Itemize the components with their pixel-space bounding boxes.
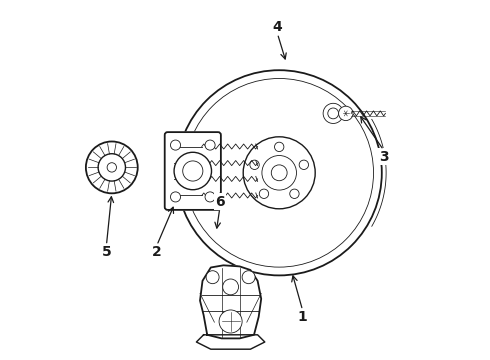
Circle shape: [242, 271, 255, 284]
Circle shape: [206, 271, 219, 284]
Circle shape: [271, 165, 287, 181]
Circle shape: [205, 192, 215, 202]
Text: 3: 3: [379, 150, 389, 163]
Circle shape: [171, 192, 180, 202]
Circle shape: [176, 70, 382, 275]
Circle shape: [274, 142, 284, 152]
Circle shape: [250, 160, 259, 170]
Circle shape: [219, 310, 242, 333]
Circle shape: [299, 160, 309, 170]
Circle shape: [222, 279, 239, 295]
Circle shape: [107, 163, 117, 172]
Text: 2: 2: [152, 245, 162, 259]
Circle shape: [174, 152, 212, 190]
Circle shape: [290, 189, 299, 198]
Circle shape: [171, 140, 180, 150]
Polygon shape: [200, 265, 261, 338]
Circle shape: [183, 161, 203, 181]
Text: 6: 6: [215, 195, 224, 208]
Text: 5: 5: [101, 245, 111, 259]
Text: 1: 1: [298, 310, 308, 324]
Polygon shape: [196, 335, 265, 349]
Text: 4: 4: [272, 20, 282, 34]
Circle shape: [259, 189, 269, 198]
Circle shape: [205, 140, 215, 150]
Circle shape: [86, 141, 138, 193]
Circle shape: [323, 103, 343, 123]
FancyBboxPatch shape: [164, 131, 221, 211]
Circle shape: [339, 106, 353, 121]
Circle shape: [328, 108, 339, 119]
